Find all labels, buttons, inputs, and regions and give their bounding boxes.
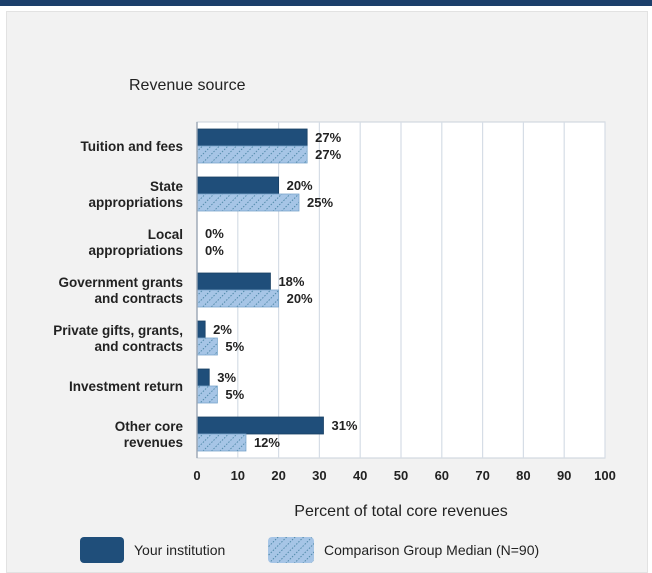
x-tick-label: 70 (475, 468, 489, 483)
value-label-institution: 27% (315, 130, 341, 145)
x-tick-label: 90 (557, 468, 571, 483)
bar-comparison (196, 337, 218, 356)
value-label-institution: 31% (331, 418, 357, 433)
x-tick-label: 100 (594, 468, 616, 483)
x-tick-label: 50 (394, 468, 408, 483)
category-label: appropriations (88, 243, 183, 258)
bar-institution (196, 416, 324, 435)
bar-comparison (196, 145, 308, 164)
category-label: Tuition and fees (80, 139, 183, 154)
category-label: State (150, 179, 184, 194)
category-label: revenues (124, 435, 183, 450)
category-label: Local (148, 227, 183, 242)
value-label-comparison: 27% (315, 147, 341, 162)
x-tick-label: 10 (231, 468, 245, 483)
value-label-comparison: 5% (225, 387, 244, 402)
value-label-comparison: 12% (254, 435, 280, 450)
chart-title: Revenue source (129, 77, 246, 94)
bar-comparison (196, 385, 218, 404)
value-label-comparison: 0% (205, 243, 224, 258)
legend-label-comparison: Comparison Group Median (N=90) (324, 542, 539, 558)
category-label: and contracts (94, 339, 183, 354)
value-label-institution: 2% (213, 322, 232, 337)
legend-swatch-institution (80, 537, 124, 563)
value-label-institution: 0% (205, 226, 224, 241)
x-tick-label: 80 (516, 468, 530, 483)
bar-comparison (196, 193, 300, 212)
category-label: appropriations (88, 195, 183, 210)
bar-institution (196, 320, 206, 339)
category-label: Private gifts, grants, (53, 323, 183, 338)
value-label-comparison: 5% (225, 339, 244, 354)
bar-institution (196, 128, 308, 147)
legend-label-institution: Your institution (134, 542, 225, 558)
category-label: and contracts (94, 291, 183, 306)
bar-institution (196, 272, 271, 291)
x-tick-label: 20 (271, 468, 285, 483)
category-label: Investment return (69, 379, 183, 394)
value-label-comparison: 25% (307, 195, 333, 210)
value-label-institution: 18% (278, 274, 304, 289)
x-tick-label: 30 (312, 468, 326, 483)
value-label-comparison: 20% (287, 291, 313, 306)
top-rule (0, 0, 652, 6)
bar-comparison (196, 289, 279, 308)
x-axis-title: Percent of total core revenues (294, 503, 507, 520)
category-label: Government grants (58, 275, 183, 290)
bar-institution (196, 368, 210, 387)
x-tick-label: 40 (353, 468, 367, 483)
bar-institution (196, 176, 279, 195)
x-tick-label: 60 (435, 468, 449, 483)
legend-swatch-comparison (268, 537, 314, 563)
category-label: Other core (115, 419, 184, 434)
bar-comparison (196, 433, 247, 452)
value-label-institution: 3% (217, 370, 236, 385)
x-tick-label: 0 (193, 468, 200, 483)
value-label-institution: 20% (287, 178, 313, 193)
legend: Your institution Comparison Group Median… (80, 537, 539, 563)
